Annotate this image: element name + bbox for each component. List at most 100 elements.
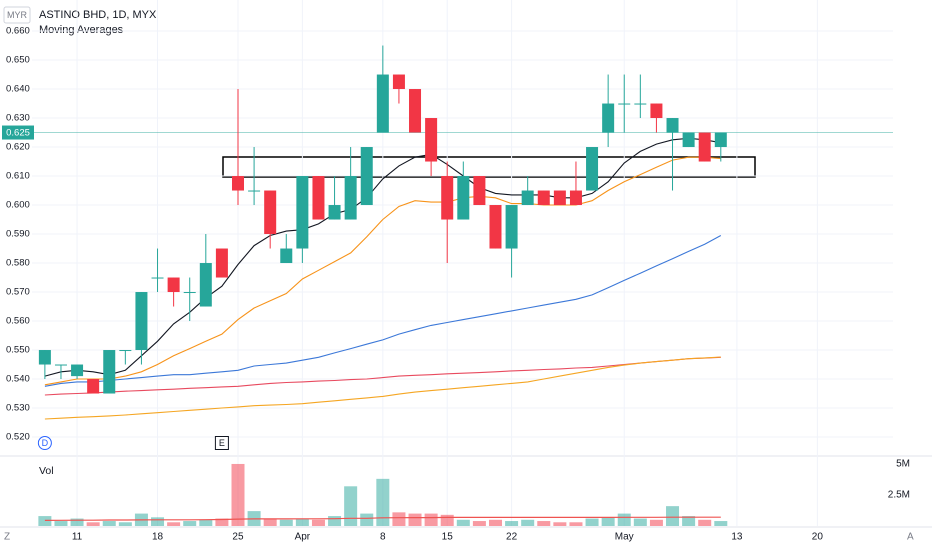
event-label: D <box>42 438 49 448</box>
candle-body <box>618 103 631 105</box>
indicator[interactable]: Moving Averages <box>39 24 124 36</box>
x-tick-label: 18 <box>152 532 164 543</box>
volume-bar <box>488 519 502 526</box>
volume-bar <box>537 521 551 526</box>
candle-body <box>167 277 180 293</box>
candle-body <box>457 176 470 220</box>
volume-bar <box>118 522 132 526</box>
volume-title: Vol <box>39 465 54 477</box>
candle-body <box>521 190 534 206</box>
x-tick-label: 22 <box>506 532 518 543</box>
candle-body <box>103 350 116 394</box>
volume-bar <box>86 522 100 526</box>
footer-left[interactable]: Z <box>4 532 10 543</box>
volume-bar <box>617 513 631 526</box>
volume-bar <box>70 518 84 526</box>
candle-body <box>54 364 67 366</box>
candle-body <box>666 118 679 133</box>
footer-right[interactable]: A <box>907 532 914 543</box>
candle-body <box>360 147 373 206</box>
candle-body <box>634 103 647 105</box>
rectangle-drawing[interactable] <box>222 156 756 178</box>
candle-body <box>183 292 196 294</box>
volume-bar <box>344 486 358 526</box>
volume-bar <box>456 519 470 526</box>
candle-body <box>296 176 309 249</box>
volume-bar <box>472 521 486 526</box>
volume-bar <box>553 522 567 526</box>
candle-body <box>714 132 727 148</box>
candle-body <box>231 176 244 191</box>
candle-body <box>602 103 615 133</box>
candle-body <box>328 205 341 220</box>
y-tick-label: 0.530 <box>6 403 30 414</box>
x-tick-label: 20 <box>812 532 824 543</box>
volume-bar <box>424 513 438 526</box>
x-tick-label: May <box>615 532 634 543</box>
y-tick-label: 0.520 <box>6 432 30 443</box>
volume-bar <box>585 518 599 526</box>
candle-body <box>569 190 582 206</box>
volume-bar <box>231 463 245 526</box>
volume-bar <box>183 521 197 526</box>
candle-body <box>682 132 695 148</box>
candle-body <box>376 74 389 133</box>
candle-body <box>409 89 422 133</box>
candle-body <box>586 147 599 191</box>
volume-bar <box>54 521 68 526</box>
volume-bar <box>263 518 277 526</box>
currency-box[interactable] <box>3 6 31 24</box>
x-tick-label: 15 <box>442 532 454 543</box>
volume-bar <box>666 506 680 526</box>
volume-bar <box>698 519 712 526</box>
candle-body <box>553 190 566 206</box>
volume-bar <box>167 522 181 526</box>
volume-bar <box>601 517 615 526</box>
y-tick-label: 0.580 <box>6 258 30 269</box>
volume-tick-label: 5M <box>896 459 910 470</box>
volume-bar <box>633 518 647 526</box>
candle-body <box>505 205 518 249</box>
moving-average <box>44 356 721 420</box>
candle-body <box>650 103 663 119</box>
candle-body <box>425 118 438 162</box>
y-tick-label: 0.640 <box>6 84 30 95</box>
volume-bar <box>392 512 406 526</box>
volume-bar <box>649 519 663 526</box>
volume-bar <box>505 521 519 526</box>
moving-average <box>44 356 721 396</box>
candle-body <box>151 277 164 279</box>
y-tick-label: 0.630 <box>6 113 30 124</box>
candle-body <box>312 176 325 220</box>
y-tick-label: 0.620 <box>6 142 30 153</box>
moving-average <box>44 235 722 387</box>
volume-bar <box>279 519 293 526</box>
x-tick-label: Apr <box>295 532 311 543</box>
moving-average <box>44 137 721 377</box>
volume-bar <box>408 513 422 526</box>
candle-body <box>215 248 228 278</box>
volume-bar <box>151 517 165 526</box>
volume-bar <box>360 513 374 526</box>
candle-body <box>280 248 293 264</box>
volume-bar <box>714 521 728 526</box>
candle-body <box>71 364 84 377</box>
candle-body <box>698 132 711 162</box>
y-tick-label: 0.650 <box>6 55 30 66</box>
price-label-box <box>2 125 34 140</box>
candle-body <box>38 350 51 365</box>
moving-average <box>44 156 721 386</box>
y-tick-label: 0.600 <box>6 200 30 211</box>
candle-body <box>392 74 405 90</box>
volume-bar <box>102 521 116 526</box>
event-marker <box>37 436 52 450</box>
y-tick-label: 0.540 <box>6 374 30 385</box>
volume-bar <box>569 522 583 526</box>
symbol[interactable]: ASTINO BHD, 1D, MYX <box>39 9 157 21</box>
candle-body <box>199 263 212 307</box>
event-marker <box>214 436 229 450</box>
x-tick-label: 8 <box>380 532 386 543</box>
y-tick-label: 0.560 <box>6 316 30 327</box>
